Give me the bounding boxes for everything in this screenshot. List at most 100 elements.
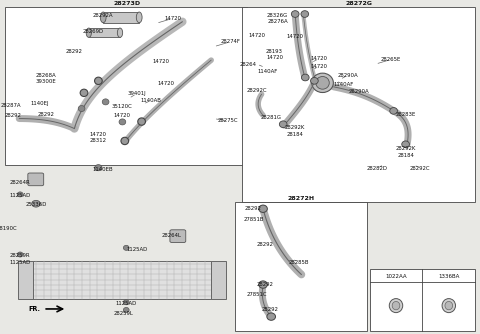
Bar (103, 12, 139, 23)
Text: 27851B: 27851B (243, 217, 264, 222)
Ellipse shape (119, 119, 126, 125)
Text: 35120C: 35120C (112, 104, 133, 109)
Text: 28190C: 28190C (0, 226, 17, 231)
FancyBboxPatch shape (170, 230, 186, 242)
Text: 28272H: 28272H (288, 196, 315, 201)
Text: 14720: 14720 (114, 113, 131, 118)
Text: 14720: 14720 (248, 33, 265, 37)
Text: 28265E: 28265E (381, 57, 401, 62)
Ellipse shape (100, 12, 106, 23)
Text: 28292K: 28292K (396, 146, 416, 151)
Ellipse shape (138, 118, 145, 125)
Ellipse shape (80, 89, 88, 97)
Text: 28273D: 28273D (114, 1, 141, 6)
Ellipse shape (95, 77, 102, 85)
Text: 28290A: 28290A (338, 73, 358, 77)
Text: 14720: 14720 (152, 59, 169, 64)
Ellipse shape (121, 137, 129, 145)
Text: 28292: 28292 (261, 308, 278, 312)
Ellipse shape (123, 245, 129, 250)
Ellipse shape (78, 106, 85, 112)
Ellipse shape (117, 28, 123, 37)
Text: 28292: 28292 (37, 112, 54, 117)
Ellipse shape (123, 307, 129, 313)
Text: 28184: 28184 (287, 132, 304, 137)
Text: 28282D: 28282D (366, 166, 387, 171)
Text: 28272G: 28272G (346, 1, 372, 6)
Text: 28292: 28292 (5, 113, 22, 118)
Ellipse shape (312, 73, 333, 93)
Text: 28292C: 28292C (410, 166, 430, 171)
Bar (211, 261, 226, 299)
Text: 28290A: 28290A (349, 90, 369, 94)
Text: 1140AF: 1140AF (258, 69, 278, 74)
Text: 14720: 14720 (164, 16, 181, 21)
Text: 28287A: 28287A (0, 103, 21, 108)
Ellipse shape (311, 77, 318, 84)
Ellipse shape (392, 301, 400, 310)
Ellipse shape (32, 200, 40, 207)
Ellipse shape (267, 313, 276, 320)
Ellipse shape (301, 11, 309, 17)
Ellipse shape (279, 121, 287, 128)
Text: 28312: 28312 (90, 139, 107, 143)
Text: 1140AB: 1140AB (141, 98, 162, 103)
Ellipse shape (259, 281, 267, 288)
Text: 28292C: 28292C (247, 89, 267, 93)
Bar (18, 261, 33, 299)
Text: 28292: 28292 (256, 282, 274, 287)
Text: 28259R: 28259R (10, 253, 30, 258)
Text: 14720: 14720 (266, 55, 283, 60)
Ellipse shape (123, 300, 129, 305)
Ellipse shape (95, 165, 102, 171)
Text: 28326G: 28326G (267, 13, 288, 17)
Text: 1125AD: 1125AD (10, 193, 31, 198)
Text: 28292: 28292 (66, 49, 83, 54)
Bar (89, 28, 120, 37)
Text: 1140EJ: 1140EJ (30, 101, 48, 106)
Text: 28292K: 28292K (285, 125, 305, 130)
Bar (242, 7, 475, 202)
Ellipse shape (17, 192, 23, 197)
Text: 28264R: 28264R (10, 180, 31, 184)
Bar (370, 269, 475, 331)
Text: 39401J: 39401J (128, 91, 146, 96)
Text: 1125AD: 1125AD (126, 247, 147, 252)
Text: 28264: 28264 (240, 62, 257, 66)
Text: 1125AD: 1125AD (10, 260, 31, 265)
Ellipse shape (291, 11, 299, 17)
Bar (31, 261, 211, 299)
Text: 28275C: 28275C (218, 119, 238, 123)
Ellipse shape (102, 99, 109, 105)
Ellipse shape (86, 28, 91, 37)
Text: 1140EB: 1140EB (93, 167, 113, 172)
Text: 28292A: 28292A (93, 13, 113, 17)
Text: 1140AF: 1140AF (333, 82, 353, 87)
FancyBboxPatch shape (28, 173, 44, 186)
Text: 1336BA: 1336BA (438, 274, 459, 279)
Text: 14720: 14720 (157, 81, 174, 86)
Ellipse shape (390, 108, 397, 114)
Ellipse shape (136, 12, 142, 23)
Text: 25336D: 25336D (25, 202, 47, 207)
Text: 14720: 14720 (90, 132, 107, 137)
Ellipse shape (442, 299, 456, 313)
Text: FR.: FR. (29, 306, 41, 312)
Ellipse shape (389, 299, 403, 313)
Bar (235, 202, 367, 331)
Ellipse shape (402, 141, 409, 148)
Ellipse shape (17, 252, 23, 257)
Text: 28285B: 28285B (288, 260, 309, 265)
Text: 28274F: 28274F (220, 39, 240, 44)
Text: 27851C: 27851C (247, 292, 267, 297)
Text: 28276A: 28276A (267, 19, 288, 24)
Text: 1022AA: 1022AA (385, 274, 407, 279)
Text: 28281G: 28281G (261, 115, 282, 120)
Text: 28184: 28184 (397, 153, 414, 158)
Text: 28269D: 28269D (83, 29, 104, 34)
Text: 28268A: 28268A (36, 73, 56, 77)
Ellipse shape (316, 76, 329, 89)
Text: 28292: 28292 (256, 242, 274, 247)
Text: 28259L: 28259L (114, 311, 134, 316)
Text: 14720: 14720 (311, 64, 328, 68)
